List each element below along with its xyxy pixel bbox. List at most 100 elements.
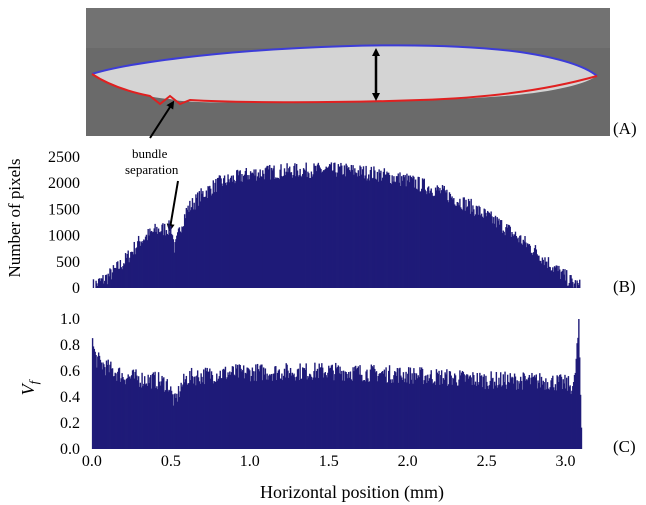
pixel-count-bar [177,228,180,288]
pixel-count-bar [249,179,251,288]
pixel-count-bar [483,208,485,288]
pixel-count-bar [539,261,542,288]
fiber-volume-bar [503,382,505,449]
fiber-volume-bar [176,393,178,449]
fiber-volume-bar [222,369,224,449]
pixel-count-bar [376,171,379,288]
fiber-volume-bar [98,355,101,449]
pixel-count-bar [262,170,264,288]
pixel-count-bar [446,189,448,288]
pixel-count-bar [266,165,268,288]
pixel-count-bar [193,202,195,288]
pixel-count-bar [488,212,491,288]
pixel-count-bar [513,234,516,288]
fiber-volume-bar [225,379,228,449]
fiber-volume-bar [209,368,211,449]
fiber-volume-bar [516,380,518,449]
pixel-count-bar [242,175,245,288]
pixel-count-bar [223,178,225,288]
pixel-count-bar [514,231,517,288]
fiber-volume-bar [169,390,171,449]
pixel-count-bar [377,181,379,288]
pixel-count-bar [381,177,384,288]
fiber-volume-bar [494,385,497,449]
fiber-volume-bar [427,374,429,449]
fiber-volume-bar [373,365,375,449]
pixel-count-bar [260,176,262,288]
fiber-volume-bar [291,372,294,449]
fiber-volume-bar [492,377,494,449]
pixel-count-bar [408,182,411,288]
pixel-count-bar [398,182,400,288]
pixel-count-bar [440,193,442,288]
fiber-volume-bar [341,370,343,449]
pixel-count-bar [447,200,449,288]
pixel-count-bar [393,176,395,288]
fiber-volume-bar [540,376,543,449]
pixel-count-bar [570,275,572,288]
pixel-count-bar [486,210,489,288]
pixel-count-bar [431,192,433,288]
fiber-volume-bar [156,386,158,449]
pixel-count-bar [493,223,496,288]
fiber-volume-bar [105,360,108,449]
fiber-volume-bar [551,378,553,449]
pixel-count-bar [436,185,439,288]
pixel-count-bar [394,181,396,288]
pixel-count-bar [428,193,431,288]
fiber-volume-bar [578,319,580,449]
fiber-volume-bar [295,376,298,449]
fiber-volume-bar [177,386,180,449]
pixel-count-bar [241,174,243,288]
pixel-count-bar [337,164,340,288]
pixel-count-bar [307,171,309,288]
fiber-volume-bar [461,370,464,449]
fiber-volume-bar [532,377,534,449]
fiber-volume-bar [394,371,396,449]
fiber-volume-bar [462,372,465,449]
fiber-volume-bar [137,380,139,449]
fiber-volume-bar [480,376,482,449]
fiber-volume-bar [381,371,384,449]
pixel-count-bar [410,176,412,288]
pixel-count-bar [470,198,472,288]
pixel-count-bar [429,190,432,288]
fiber-volume-bar [378,373,380,449]
fiber-volume-bar [216,380,219,449]
pixel-count-y-tick-label: 1500 [48,201,80,218]
pixel-count-bar [482,217,485,288]
pixel-count-bar [538,255,540,288]
pixel-count-bar [226,182,228,288]
fiber-volume-bar [157,389,159,449]
pixel-count-bar [389,183,392,288]
pixel-count-bar [199,201,201,288]
pixel-count-bar [559,269,561,288]
fiber-volume-bar [389,379,392,449]
fiber-volume-bar [453,378,455,449]
fiber-volume-bar [321,363,323,449]
pixel-count-bar [268,169,270,288]
pixel-count-bar [221,183,223,288]
pixel-count-bar [368,174,370,288]
fiber-volume-x-axis-label: Horizontal position (mm) [260,482,444,503]
fiber-volume-bar [509,373,511,449]
fiber-volume-bar [370,364,373,449]
pixel-count-bar [407,175,410,288]
pixel-count-y-tick-label: 500 [56,254,80,271]
fiber-volume-bar [434,384,437,449]
fiber-volume-bar [286,364,288,449]
fiber-volume-bar [183,382,186,449]
pixel-count-bar [282,176,284,288]
pixel-count-bar [384,174,386,288]
fiber-volume-bar [493,388,495,449]
pixel-count-bar [181,226,183,288]
pixel-count-bar [414,187,416,288]
pixel-count-bar [156,226,158,288]
pixel-count-bar [579,279,581,288]
fiber-volume-bar [101,369,103,449]
fiber-volume-bar [572,386,574,449]
fiber-volume-bar [154,371,156,449]
fiber-volume-bar [337,365,340,449]
pixel-count-bar [407,180,409,288]
fiber-volume-bar [97,356,99,449]
